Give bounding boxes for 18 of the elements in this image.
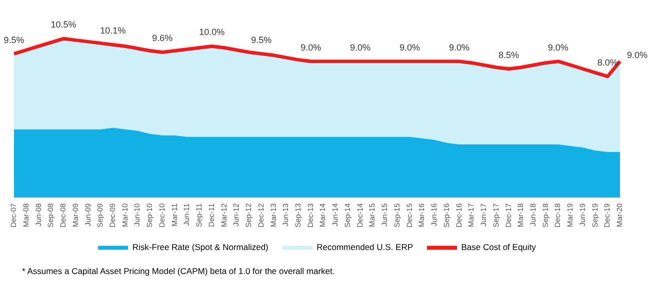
data-label: 9.0% <box>627 50 648 60</box>
data-label: 9.6% <box>152 33 173 44</box>
data-label: 9.0% <box>300 42 322 52</box>
data-label: 10.0% <box>199 27 225 38</box>
data-label: 10.1% <box>100 26 126 36</box>
data-label: 10.5% <box>50 20 76 30</box>
legend-label: Risk-Free Rate (Spot & Normalized) <box>132 242 269 252</box>
data-label: 8.5% <box>498 50 519 60</box>
data-label: 9.0% <box>448 42 470 52</box>
data-label: 9.5% <box>251 34 272 45</box>
data-label: 9.5% <box>4 34 24 45</box>
data-label: 9.0% <box>350 42 371 52</box>
legend-label: Recommended U.S. ERP <box>316 242 414 252</box>
text: * Assumes a Capital Asset Pricing Model (CAPM) beta of 1.0 for the overall market. <box>22 266 335 276</box>
data-label: 8.0% <box>597 57 618 68</box>
data-label: 9.0% <box>548 42 568 52</box>
data-label: 9.0% <box>399 42 420 52</box>
legend-label: Base Cost of Equity <box>461 242 537 252</box>
